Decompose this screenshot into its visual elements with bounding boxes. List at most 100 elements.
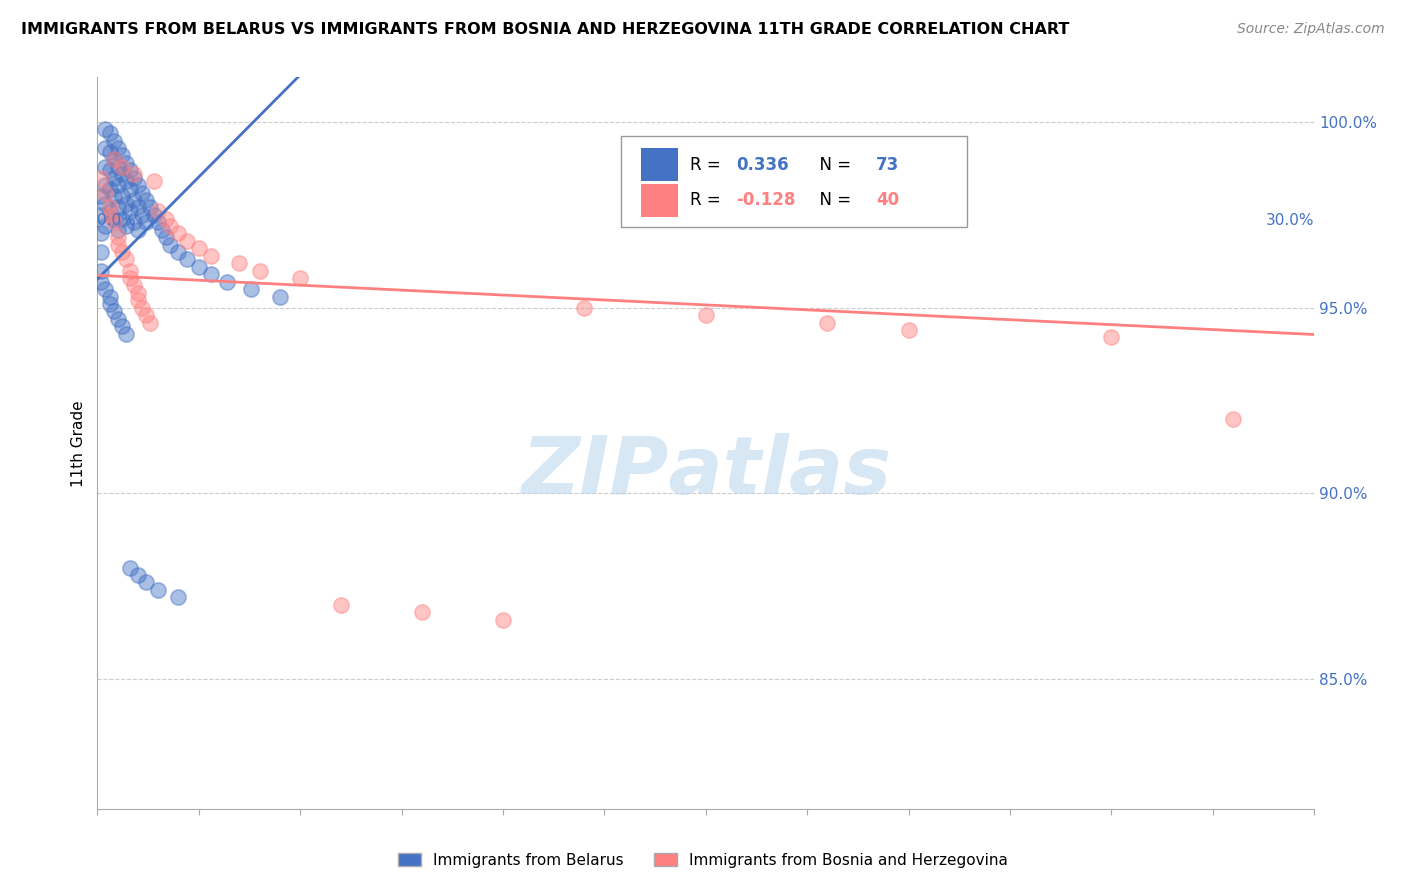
Point bbox=[90, 227, 112, 241]
Text: 0.336: 0.336 bbox=[737, 156, 789, 174]
Point bbox=[127, 568, 149, 582]
Point bbox=[94, 178, 117, 193]
Point bbox=[118, 560, 141, 574]
Point bbox=[107, 160, 129, 174]
Point bbox=[111, 211, 134, 226]
Point bbox=[143, 174, 166, 188]
Point bbox=[122, 193, 145, 207]
Point bbox=[94, 219, 117, 233]
Point bbox=[127, 201, 149, 215]
Point bbox=[90, 244, 112, 259]
Point bbox=[118, 271, 141, 285]
Point bbox=[107, 201, 129, 215]
Point bbox=[155, 211, 177, 226]
Point bbox=[155, 230, 177, 244]
Point bbox=[103, 215, 125, 229]
Point bbox=[139, 316, 162, 330]
Point bbox=[1222, 412, 1244, 426]
Text: N =: N = bbox=[808, 191, 856, 210]
Point bbox=[815, 316, 838, 330]
Point bbox=[103, 304, 125, 318]
Point bbox=[139, 201, 162, 215]
Point bbox=[135, 575, 157, 590]
Point bbox=[103, 170, 125, 185]
Point bbox=[288, 271, 311, 285]
Point bbox=[329, 598, 352, 612]
Point bbox=[1099, 330, 1122, 344]
Point bbox=[107, 230, 129, 244]
Text: IMMIGRANTS FROM BELARUS VS IMMIGRANTS FROM BOSNIA AND HERZEGOVINA 11TH GRADE COR: IMMIGRANTS FROM BELARUS VS IMMIGRANTS FR… bbox=[21, 22, 1070, 37]
Point bbox=[572, 301, 595, 315]
Point bbox=[127, 285, 149, 300]
Text: R =: R = bbox=[690, 156, 725, 174]
FancyBboxPatch shape bbox=[641, 148, 678, 181]
Point bbox=[103, 152, 125, 166]
Point bbox=[118, 263, 141, 277]
Point bbox=[114, 219, 136, 233]
Point bbox=[187, 241, 209, 255]
Point bbox=[98, 201, 121, 215]
Point bbox=[98, 126, 121, 140]
Point bbox=[200, 267, 222, 281]
Point bbox=[98, 163, 121, 178]
Point bbox=[159, 237, 181, 252]
Text: 0.0%: 0.0% bbox=[97, 213, 136, 227]
Point bbox=[228, 256, 250, 270]
Point bbox=[114, 252, 136, 267]
Point bbox=[200, 249, 222, 263]
Text: Source: ZipAtlas.com: Source: ZipAtlas.com bbox=[1237, 22, 1385, 37]
Point bbox=[167, 591, 190, 605]
Point bbox=[94, 186, 117, 200]
Point bbox=[131, 301, 153, 315]
Legend: Immigrants from Belarus, Immigrants from Bosnia and Herzegovina: Immigrants from Belarus, Immigrants from… bbox=[391, 845, 1015, 875]
Point bbox=[118, 204, 141, 219]
Point bbox=[94, 160, 117, 174]
Text: -0.128: -0.128 bbox=[737, 191, 796, 210]
Point bbox=[111, 189, 134, 203]
Point bbox=[118, 182, 141, 196]
Text: R =: R = bbox=[690, 191, 725, 210]
Point bbox=[159, 219, 181, 233]
Point bbox=[176, 252, 198, 267]
Point bbox=[135, 193, 157, 207]
Text: 30.0%: 30.0% bbox=[1265, 213, 1315, 227]
Point bbox=[90, 208, 112, 222]
Point bbox=[98, 208, 121, 222]
Point bbox=[217, 275, 239, 289]
Point bbox=[107, 223, 129, 237]
Point bbox=[135, 308, 157, 322]
Point bbox=[148, 204, 170, 219]
Point bbox=[167, 227, 190, 241]
Point bbox=[111, 244, 134, 259]
Point bbox=[103, 211, 125, 226]
Point bbox=[111, 167, 134, 181]
Point bbox=[150, 223, 173, 237]
Point bbox=[131, 208, 153, 222]
Point bbox=[122, 170, 145, 185]
Point bbox=[695, 308, 717, 322]
Point bbox=[148, 582, 170, 597]
Point bbox=[107, 311, 129, 326]
Point bbox=[114, 326, 136, 341]
Text: 73: 73 bbox=[876, 156, 900, 174]
Point bbox=[90, 263, 112, 277]
Point bbox=[176, 234, 198, 248]
Point bbox=[411, 605, 433, 619]
Point bbox=[114, 174, 136, 188]
Point bbox=[114, 156, 136, 170]
Y-axis label: 11th Grade: 11th Grade bbox=[72, 400, 86, 486]
Point bbox=[143, 208, 166, 222]
Point bbox=[127, 223, 149, 237]
Point bbox=[122, 278, 145, 293]
Point bbox=[111, 148, 134, 162]
Point bbox=[90, 170, 112, 185]
Point bbox=[135, 215, 157, 229]
Point bbox=[148, 215, 170, 229]
Text: N =: N = bbox=[808, 156, 856, 174]
Point bbox=[107, 237, 129, 252]
Point bbox=[94, 141, 117, 155]
Point bbox=[98, 182, 121, 196]
Text: 40: 40 bbox=[876, 191, 900, 210]
Point bbox=[90, 189, 112, 203]
Point bbox=[897, 323, 920, 337]
